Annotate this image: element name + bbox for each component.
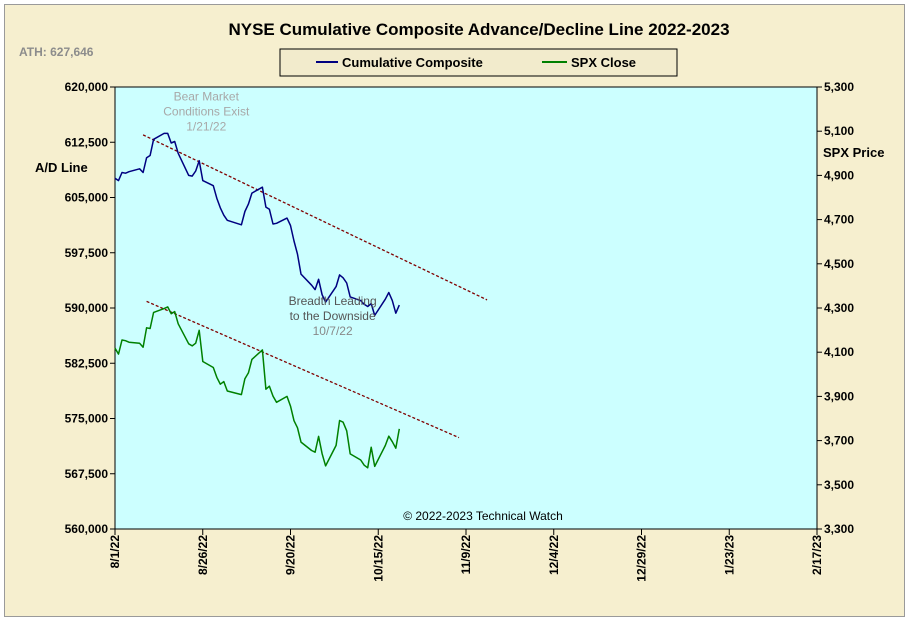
left-tick-label: 605,000: [65, 191, 109, 205]
right-tick-label: 4,900: [824, 168, 854, 182]
x-axis-ticks: 8/1/22 8/26/22 9/20/22 10/15/22 11/9/22 12/4/…: [108, 529, 824, 582]
left-axis-ticks: 620,000 612,500 605,000 597,500 590,000 582,5…: [65, 80, 115, 536]
x-tick-label: 8/1/22: [108, 535, 122, 569]
left-tick-label: 567,500: [65, 467, 109, 481]
breadth-annotation-line-1: Breadth Leading: [289, 294, 377, 308]
right-tick-label: 4,700: [824, 213, 854, 227]
x-tick-label: 12/29/22: [635, 535, 649, 582]
right-tick-label: 3,500: [824, 478, 854, 492]
composite-series-line: [114, 132, 400, 317]
breadth-annotation-line-3: 10/7/22: [313, 324, 353, 338]
legend-label-composite: Cumulative Composite: [342, 55, 483, 70]
x-tick-label: 10/15/22: [371, 535, 385, 582]
spx-series-line: [114, 306, 401, 469]
breadth-annotation: Breadth Leading to the Downside 10/7/22: [289, 294, 377, 338]
trendline-2: [146, 300, 460, 439]
x-tick-label: 8/26/22: [196, 535, 210, 575]
bear-annotation-line-3: 1/21/22: [186, 119, 226, 133]
right-tick-label: 4,500: [824, 257, 854, 271]
trendline-1: [142, 134, 488, 301]
left-tick-label: 560,000: [65, 522, 109, 536]
right-tick-label: 4,100: [824, 345, 854, 359]
x-tick-label: 12/4/22: [547, 535, 561, 575]
left-tick-label: 597,500: [65, 246, 109, 260]
series-layer: [114, 132, 401, 469]
chart-frame: NYSE Cumulative Composite Advance/Declin…: [4, 4, 905, 617]
right-tick-label: 3,300: [824, 522, 854, 536]
left-tick-label: 612,500: [65, 135, 109, 149]
right-tick-label: 3,900: [824, 389, 854, 403]
right-axis-ticks: 5,300 5,100 4,900 4,700 4,500 4,300 4,100 3,900…: [817, 80, 854, 536]
left-tick-label: 620,000: [65, 80, 109, 94]
x-tick-label: 9/20/22: [284, 535, 298, 575]
trendlines: [142, 134, 488, 439]
left-tick-label: 575,000: [65, 412, 109, 426]
x-tick-label: 11/9/22: [459, 535, 473, 575]
bear-annotation: Bear Market Conditions Exist 1/21/22: [163, 89, 250, 133]
right-axis-label: SPX Price: [823, 145, 884, 160]
chart-svg: NYSE Cumulative Composite Advance/Declin…: [19, 20, 884, 582]
plot-area: [114, 86, 818, 530]
x-tick-label: 2/17/23: [810, 535, 824, 575]
right-tick-label: 3,700: [824, 434, 854, 448]
left-axis-label: A/D Line: [35, 160, 88, 175]
left-tick-label: 590,000: [65, 301, 109, 315]
left-tick-label: 582,500: [65, 356, 109, 370]
ath-label: ATH: 627,646: [19, 45, 94, 59]
legend-label-spx: SPX Close: [571, 55, 636, 70]
legend: Cumulative Composite SPX Close: [279, 48, 678, 77]
copyright: © 2022-2023 Technical Watch: [403, 509, 563, 523]
right-tick-label: 5,100: [824, 124, 854, 138]
right-tick-label: 4,300: [824, 301, 854, 315]
chart-title: NYSE Cumulative Composite Advance/Declin…: [228, 20, 729, 39]
bear-annotation-line-2: Conditions Exist: [163, 104, 250, 118]
legend-box: [279, 48, 678, 77]
breadth-annotation-line-2: to the Downside: [290, 309, 376, 323]
x-tick-label: 1/23/23: [722, 535, 736, 575]
bear-annotation-line-1: Bear Market: [174, 89, 240, 103]
right-tick-label: 5,300: [824, 80, 854, 94]
